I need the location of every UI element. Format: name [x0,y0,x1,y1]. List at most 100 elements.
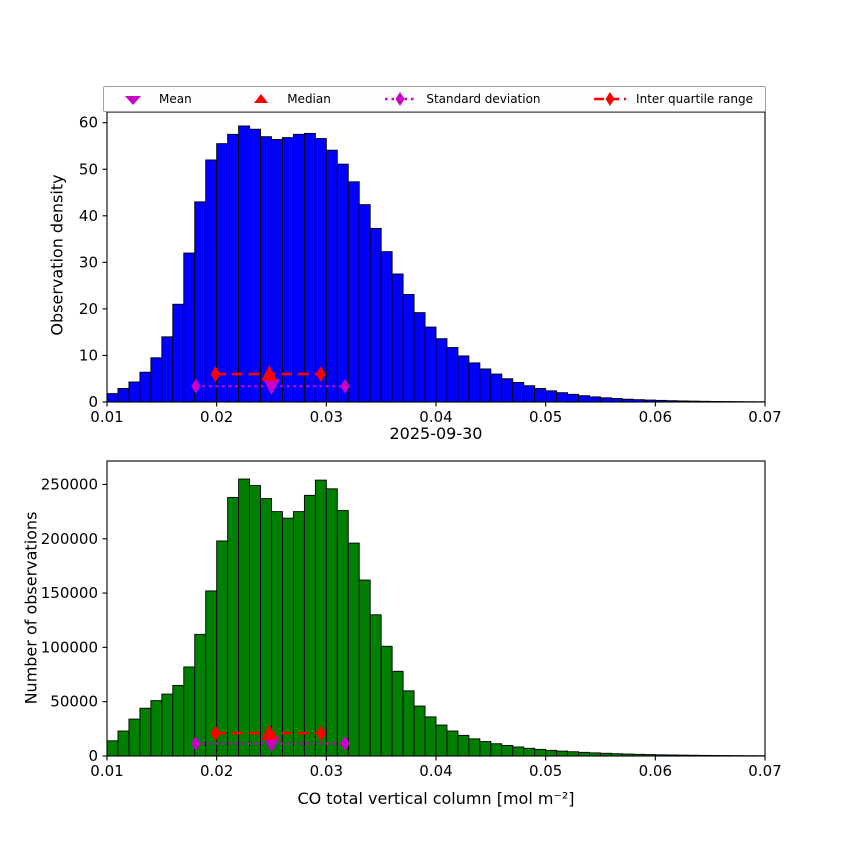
top-histogram-bar [413,312,426,403]
top-histogram-bar [216,143,229,403]
top-histogram-bar [534,388,547,403]
top-x-tick-label: 0.05 [529,408,562,426]
bottom-x-tick-label: 0.02 [200,762,233,780]
bottom-x-tick-label: 0.03 [310,762,343,780]
bottom-iqr-diamond [315,725,326,742]
top-histogram-bar [292,133,305,403]
top-x-tick-label: 0.06 [639,408,672,426]
top-histogram-bar [523,385,536,403]
bottom-histogram-bar [117,730,130,757]
legend: Mean Median Standard deviation Inter qua… [103,86,766,112]
bottom-histogram-bar [545,749,558,757]
bottom-histogram-bar [402,690,415,757]
top-histogram-bar [545,390,558,403]
bottom-histogram-bar [347,542,360,757]
bottom-histogram-bar [446,730,459,757]
top-histogram-bar [183,252,196,403]
bottom-histogram-bar [413,705,426,757]
bottom-x-tick-label: 0.04 [419,762,452,780]
top-std-diamond [191,378,201,394]
bottom-histogram-bar [556,750,569,757]
median-marker-icon [254,94,269,103]
bottom-histogram-bar [501,745,514,757]
top-histogram-bar [567,393,580,403]
top-x-tick-label: 0.04 [419,408,452,426]
bottom-histogram-bar [314,479,327,757]
legend-label-mean: Mean [159,92,192,106]
bottom-histogram-bar [457,734,470,757]
bottom-iqr-diamond [210,725,221,742]
top-x-tick-label: 0.01 [90,408,123,426]
top-y-tick-label: 10 [79,346,98,364]
top-histogram-bar [238,125,251,403]
bottom-histogram-bar [249,485,261,757]
top-histogram-bar [479,368,492,403]
top-median-triangle [261,365,278,381]
legend-item-iqr: Inter quartile range [593,91,753,107]
legend-item-std: Standard deviation [383,91,541,107]
top-histogram-bar [249,128,261,403]
bottom-histogram-bar [468,738,481,757]
legend-label-median: Median [287,92,331,106]
top-histogram-bar [446,347,459,403]
top-histogram-bar [402,294,415,403]
iqr-marker-icon [594,92,627,106]
top-histogram-bar [150,357,163,403]
bottom-histogram-bar [161,693,174,757]
bottom-histogram-bar [479,741,492,757]
top-histogram-bar [314,138,327,403]
top-histogram-bar [578,395,590,403]
top-y-tick-label: 40 [79,207,98,225]
top-histogram-bar [106,393,119,403]
top-histogram-bar [490,373,503,403]
top-std-diamond [340,378,350,394]
top-histogram-bar [556,392,569,403]
bottom-histogram-bar [139,707,152,757]
top-histogram-bar [600,397,612,403]
top-histogram-bar [161,336,174,403]
bottom-y-tick-label: 50000 [50,693,98,711]
bottom-histogram-bar [227,497,240,757]
top-histogram-bar [501,378,514,403]
bottom-y-tick-label: 200000 [41,530,98,548]
top-histogram-bar [205,159,218,403]
top-histogram-bar [325,149,338,403]
top-histogram-bar [435,338,448,403]
bottom-mean-triangle [263,736,280,753]
bottom-x-tick-label: 0.05 [529,762,562,780]
bottom-histogram-bar [106,740,119,757]
top-histogram-bar [512,382,525,403]
bottom-y-tick-label: 150000 [41,584,98,602]
top-y-tick-label: 30 [79,253,98,271]
bottom-histogram-bar [523,747,536,757]
top-histogram-bar [271,139,283,403]
top-histogram-bar [468,362,481,403]
top-histogram-bar [589,396,601,403]
top-histogram-bar [369,227,382,403]
bottom-y-tick-label: 0 [88,747,98,765]
bottom-std-diamond [191,736,201,752]
top-x-tick-label: 0.02 [200,408,233,426]
subplot-title: 2025-09-30 [389,424,483,443]
x-axis-label: CO total vertical column [mol m⁻²] [297,789,575,808]
top-x-tick-label: 0.07 [748,408,781,426]
top-iqr-diamond [210,366,221,383]
top-histogram-bar [336,163,349,403]
top-histogram-bar [358,204,371,403]
bottom-y-tick-label: 100000 [41,638,98,656]
bottom-x-tick-label: 0.07 [748,762,781,780]
top-histogram-bar [194,201,207,403]
top-x-tick-label: 0.03 [310,408,343,426]
top-y-tick-label: 50 [79,160,98,178]
bottom-median-triangle [261,724,278,740]
bottom-histogram-bar [369,614,382,757]
top-mean-triangle [263,379,280,396]
top-histogram-bar [347,181,360,403]
top-histogram-bar [424,326,437,403]
legend-item-mean: Mean [116,91,192,107]
top-histogram-bar [303,132,316,403]
top-y-tick-label: 20 [79,300,98,318]
top-histogram-bar [457,355,470,403]
bottom-histogram-bar [216,540,229,757]
